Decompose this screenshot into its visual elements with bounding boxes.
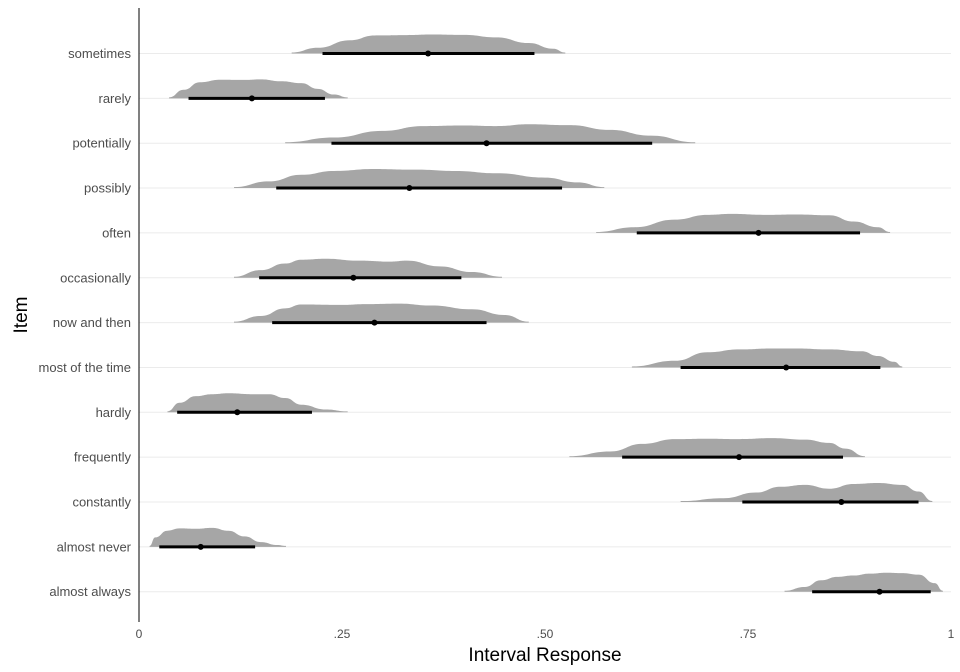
density-almost-always: [784, 572, 943, 592]
point-potentially: [483, 140, 490, 147]
density-potentially: [285, 124, 696, 144]
y-tick-label: possibly: [84, 181, 131, 196]
density-now-and-then: [234, 303, 529, 323]
y-tick-label: almost never: [57, 539, 132, 554]
interval-layer: [159, 52, 931, 594]
y-tick-label: potentially: [72, 136, 131, 151]
density-occasionally: [234, 258, 502, 278]
point-sometimes: [425, 50, 432, 57]
y-tick-label: most of the time: [39, 360, 131, 375]
y-tick-label: sometimes: [68, 46, 131, 61]
density-often: [596, 213, 891, 233]
point-often: [755, 229, 762, 236]
point-hardly: [234, 409, 241, 416]
point-frequently: [736, 454, 743, 461]
density-almost-never: [149, 527, 286, 547]
x-tick-label: .50: [537, 627, 554, 641]
point-now-and-then: [371, 319, 378, 326]
y-tick-label: hardly: [96, 405, 132, 420]
y-tick-label: now and then: [53, 315, 131, 330]
point-rarely: [248, 95, 255, 102]
point-layer: [197, 50, 883, 595]
point-possibly: [406, 185, 413, 192]
density-possibly: [234, 169, 605, 189]
y-tick-label: often: [102, 225, 131, 240]
density-sometimes: [291, 34, 566, 54]
x-axis-title: Interval Response: [468, 645, 621, 666]
x-tick-labels: 0 .25 .50 .75 1: [136, 627, 955, 641]
y-tick-label: rarely: [98, 91, 131, 106]
point-occasionally: [350, 274, 357, 281]
point-constantly: [838, 499, 845, 505]
x-tick-label: 0: [136, 627, 143, 641]
y-tick-label: occasionally: [60, 270, 131, 285]
density-most-of-the-time: [631, 348, 903, 368]
x-tick-label: .75: [740, 627, 757, 641]
point-almost-always: [876, 588, 883, 595]
y-tick-label: constantly: [72, 495, 131, 510]
point-most-of-the-time: [783, 364, 790, 371]
density-frequently: [569, 438, 865, 458]
y-tick-label: frequently: [74, 450, 132, 465]
density-layer: [149, 34, 943, 592]
x-tick-label: .25: [334, 627, 351, 641]
point-almost-never: [197, 543, 204, 550]
y-axis-title: Item: [11, 297, 32, 334]
y-tick-label: almost always: [49, 584, 131, 599]
density-constantly: [680, 483, 933, 502]
y-tick-labels: sometimes rarely potentially possibly often o…: [39, 46, 132, 599]
density-rarely: [169, 79, 348, 99]
density-hardly: [167, 393, 348, 413]
x-tick-label: 1: [948, 627, 955, 641]
